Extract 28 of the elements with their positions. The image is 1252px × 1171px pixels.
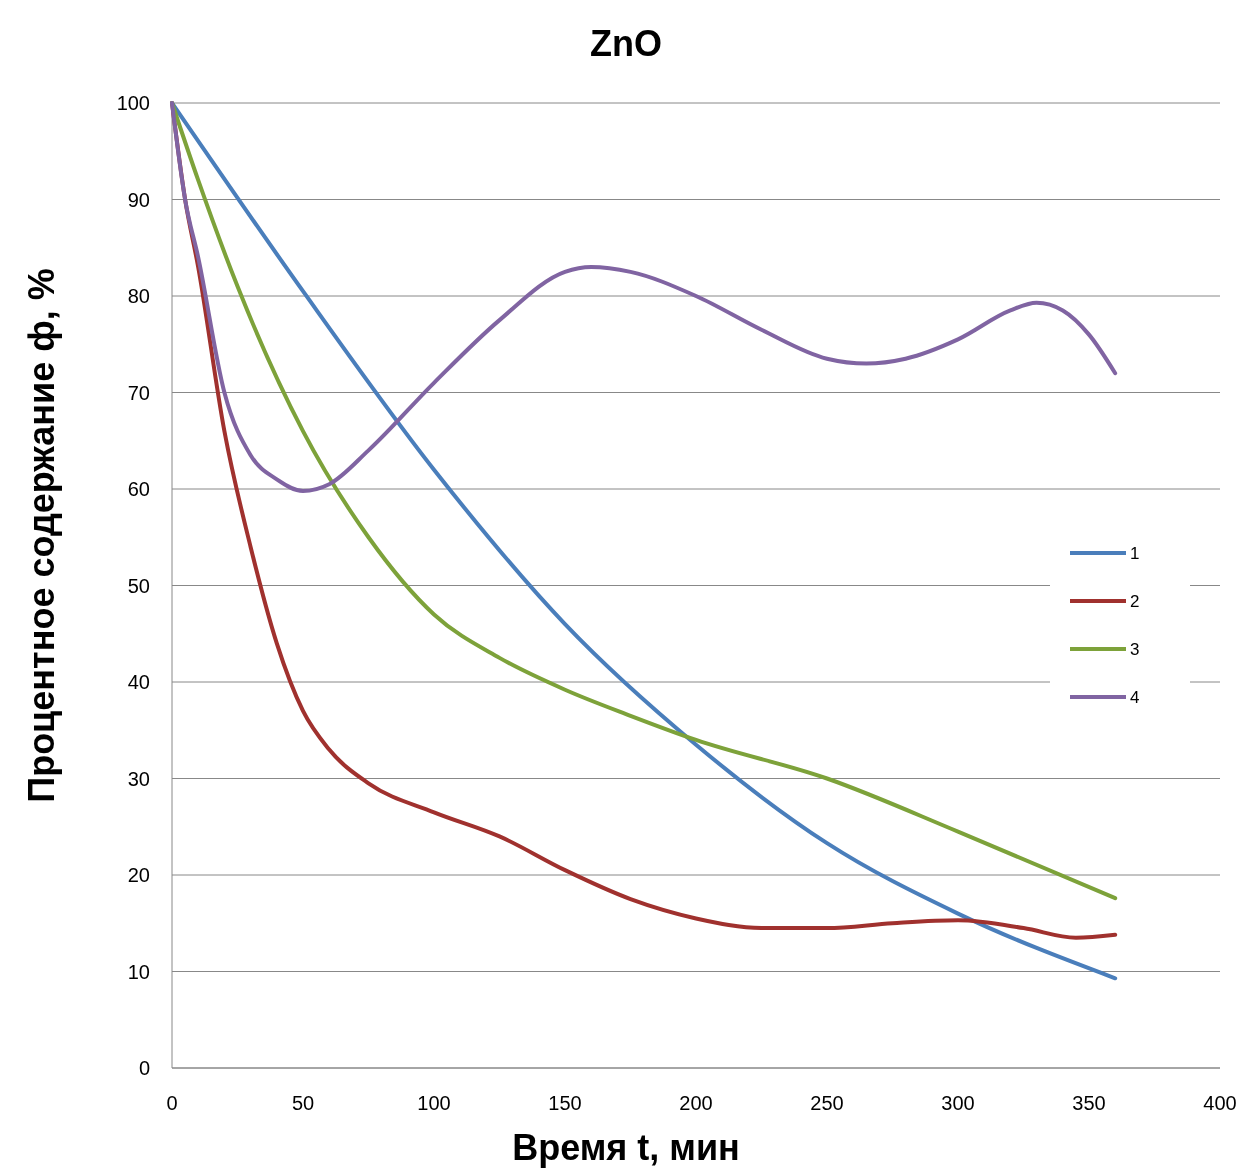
- legend-label: 1: [1130, 543, 1140, 563]
- y-tick-label: 20: [127, 864, 150, 886]
- legend-label: 3: [1130, 639, 1140, 659]
- y-tick-label: 90: [127, 188, 150, 211]
- y-tick-label: 100: [116, 92, 150, 114]
- y-tick-label: 50: [127, 574, 150, 597]
- y-tick-label: 40: [127, 671, 150, 693]
- y-tick-label: 30: [127, 767, 150, 790]
- y-tick-label: 80: [127, 285, 150, 307]
- x-tick-label: 300: [941, 1092, 975, 1114]
- y-tick-label: 70: [127, 381, 150, 404]
- x-tick-label: 100: [417, 1092, 451, 1114]
- x-tick-label: 350: [1072, 1092, 1106, 1114]
- x-tick-label: 250: [810, 1092, 844, 1114]
- line-series: [170, 101, 1118, 493]
- x-tick-label: 400: [1203, 1092, 1237, 1114]
- x-axis-title: Время t, мин: [512, 1127, 740, 1168]
- x-tick-label: 200: [679, 1092, 713, 1114]
- legend-label: 4: [1130, 687, 1140, 707]
- y-tick-label: 10: [127, 960, 150, 983]
- y-tick-label: 60: [127, 478, 150, 500]
- y-axis-title: Процентное содержание ф, %: [21, 268, 62, 803]
- chart-title: ZnO: [590, 23, 662, 64]
- x-tick-label: 0: [166, 1092, 178, 1114]
- x-tick-label: 50: [291, 1092, 315, 1114]
- x-tick-label: 150: [548, 1092, 582, 1114]
- y-tick-label: 0: [138, 1057, 150, 1079]
- legend-label: 2: [1130, 591, 1140, 611]
